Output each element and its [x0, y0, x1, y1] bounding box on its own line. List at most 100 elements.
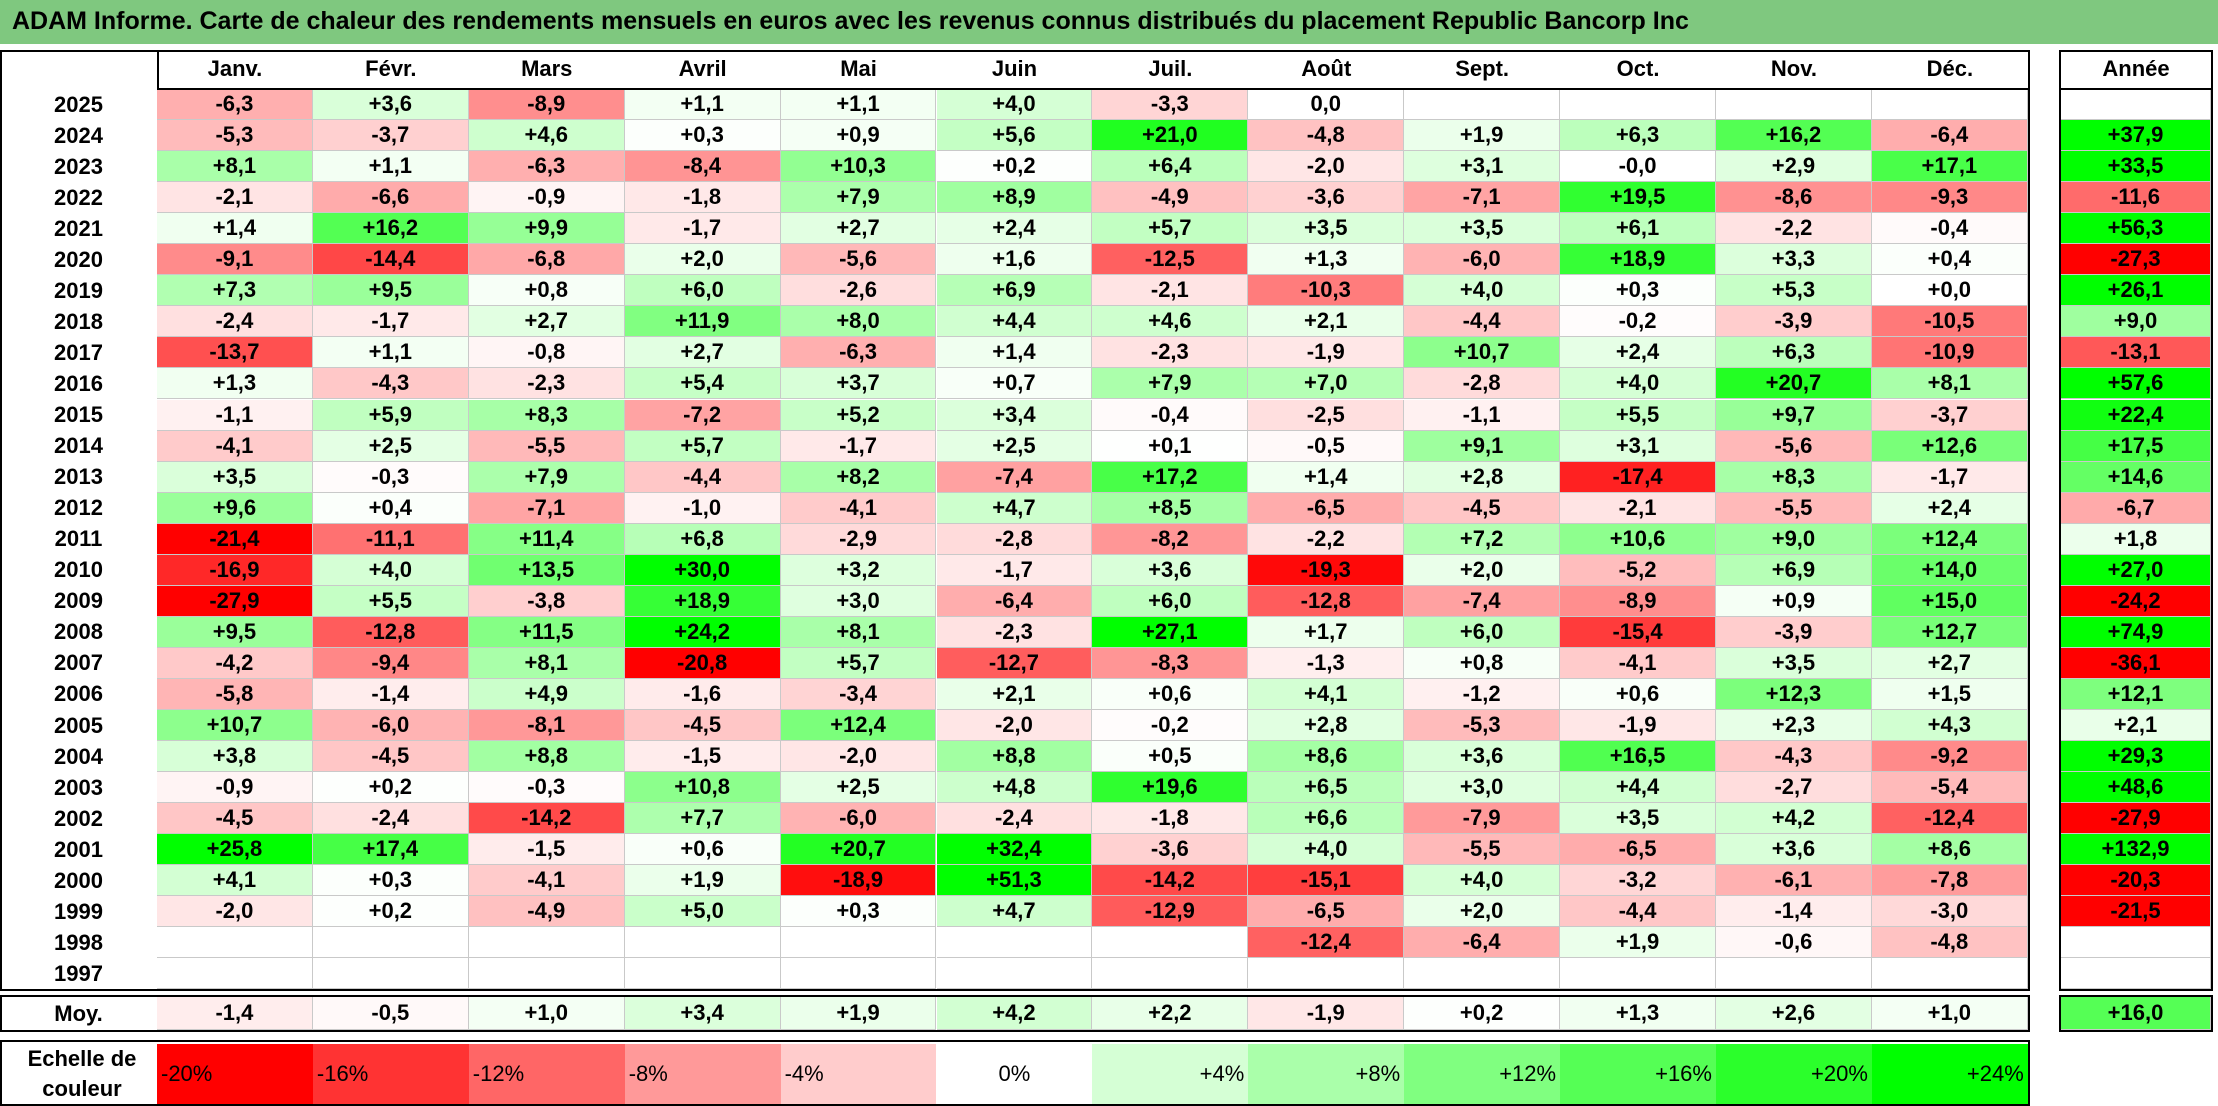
- annual-cell: [2061, 958, 2211, 990]
- heatmap-cell: +7,9: [780, 182, 937, 214]
- annual-cell: +1,8: [2061, 523, 2211, 555]
- heatmap-cell: +4,0: [1248, 834, 1405, 866]
- heatmap-cell: -4,5: [624, 710, 781, 742]
- heatmap-cell: -0,6: [1716, 927, 1872, 959]
- heatmap-cell: -1,4: [1716, 896, 1872, 928]
- annual-cell: +2,1: [2061, 710, 2211, 742]
- heatmap-cell: [312, 958, 469, 990]
- color-scale-stop: +12%: [1404, 1044, 1561, 1104]
- color-scale-label-line1: Echelle de: [27, 1046, 137, 1071]
- heatmap-cell: +9,5: [312, 275, 469, 307]
- heatmap-cell: -2,1: [157, 182, 313, 214]
- heatmap-cell: +8,1: [780, 616, 937, 648]
- heatmap-cell: -1,7: [312, 306, 469, 338]
- annual-cell: -11,6: [2061, 182, 2211, 214]
- heatmap-cell: -7,2: [624, 399, 781, 431]
- heatmap-cell: -5,5: [1404, 834, 1561, 866]
- heatmap-cell: -4,4: [1560, 896, 1716, 928]
- average-cell: -0,5: [312, 997, 469, 1030]
- year-label: 1997: [54, 960, 103, 986]
- heatmap-cell: -6,5: [1248, 896, 1405, 928]
- annual-cell: +9,0: [2061, 306, 2211, 338]
- heatmap-cell: +10,3: [780, 151, 937, 183]
- heatmap-cell: -5,5: [1716, 492, 1872, 524]
- heatmap-cell: +8,6: [1871, 834, 2028, 866]
- heatmap-cell: -14,2: [468, 803, 625, 835]
- heatmap-cell: +6,5: [1248, 772, 1405, 804]
- year-label: 2013: [54, 464, 103, 490]
- heatmap-cell: +1,4: [1248, 461, 1405, 493]
- year-label: 2019: [54, 277, 103, 303]
- heatmap-cell: [624, 958, 781, 990]
- heatmap-cell: +4,4: [1560, 772, 1716, 804]
- average-cell: +1,9: [780, 997, 937, 1030]
- heatmap-cell: -2,0: [157, 896, 313, 928]
- heatmap-cell: -7,1: [468, 492, 625, 524]
- heatmap-cell: -3,8: [468, 585, 625, 617]
- heatmap-cell: +0,6: [624, 834, 781, 866]
- heatmap-cell: +3,5: [1560, 803, 1716, 835]
- heatmap-cell: -3,2: [1560, 865, 1716, 897]
- heatmap-cell: -4,9: [468, 896, 625, 928]
- average-cell: -1,4: [157, 997, 313, 1030]
- annual-cell: +33,5: [2061, 151, 2211, 183]
- heatmap-cell: +2,7: [468, 306, 625, 338]
- heatmap-cell: +3,4: [936, 399, 1093, 431]
- heatmap-cell: +1,4: [936, 337, 1093, 369]
- heatmap-cell: +30,0: [624, 554, 781, 586]
- heatmap-cell: -1,6: [624, 678, 781, 710]
- heatmap-cell: +2,5: [936, 430, 1093, 462]
- heatmap-cell: +51,3: [936, 865, 1093, 897]
- heatmap-cell: -1,5: [624, 741, 781, 773]
- heatmap-cell: +2,8: [1404, 461, 1561, 493]
- heatmap-cell: +0,3: [1560, 275, 1716, 307]
- heatmap-cell: -7,4: [1404, 585, 1561, 617]
- heatmap-cell: +7,2: [1404, 523, 1561, 555]
- heatmap-cell: [780, 958, 937, 990]
- heatmap-cell: +3,0: [1404, 772, 1561, 804]
- annual-cell: -24,2: [2061, 585, 2211, 617]
- heatmap-cell: -1,0: [624, 492, 781, 524]
- heatmap-cell: [1716, 958, 1872, 990]
- heatmap-cell: +1,9: [1404, 120, 1561, 152]
- heatmap-cell: +3,6: [1404, 741, 1561, 773]
- heatmap-cell: -6,0: [312, 710, 469, 742]
- heatmap-cell: +4,0: [1560, 368, 1716, 400]
- heatmap-cell: +8,3: [468, 399, 625, 431]
- heatmap-cell: -6,4: [1871, 120, 2028, 152]
- heatmap-cell: +0,5: [1092, 741, 1249, 773]
- year-label: 2006: [54, 681, 103, 707]
- heatmap-cell: +6,9: [1716, 554, 1872, 586]
- heatmap-cell: -4,5: [157, 803, 313, 835]
- heatmap-cell: -15,1: [1248, 865, 1405, 897]
- heatmap-cell: +5,5: [312, 585, 469, 617]
- heatmap-cell: +0,2: [312, 772, 469, 804]
- heatmap-cell: -3,9: [1716, 306, 1872, 338]
- heatmap-cell: -4,8: [1871, 927, 2028, 959]
- average-cell: +1,0: [1871, 997, 2028, 1030]
- heatmap-cell: +2,7: [624, 337, 781, 369]
- heatmap-cell: +1,4: [157, 213, 313, 245]
- annual-cell: -21,5: [2061, 896, 2211, 928]
- heatmap-cell: -0,4: [1092, 399, 1249, 431]
- heatmap-cell: -15,4: [1560, 616, 1716, 648]
- heatmap-cell: -4,2: [157, 647, 313, 679]
- heatmap-cell: +5,7: [1092, 213, 1249, 245]
- heatmap-cell: -2,0: [1248, 151, 1405, 183]
- heatmap-cell: -2,2: [1248, 523, 1405, 555]
- annual-cell: -20,3: [2061, 865, 2211, 897]
- heatmap-cell: +7,7: [624, 803, 781, 835]
- heatmap-cell: +3,6: [1716, 834, 1872, 866]
- heatmap-cell: +5,0: [624, 896, 781, 928]
- heatmap-cell: +3,1: [1404, 151, 1561, 183]
- heatmap-cell: -6,4: [936, 585, 1093, 617]
- average-cell: +3,4: [624, 997, 781, 1030]
- annual-cell: +12,1: [2061, 678, 2211, 710]
- heatmap-cell: [1716, 89, 1872, 121]
- heatmap-cell: -7,9: [1404, 803, 1561, 835]
- heatmap-cell: -8,6: [1716, 182, 1872, 214]
- heatmap-cell: +13,5: [468, 554, 625, 586]
- heatmap-cell: -2,2: [1716, 213, 1872, 245]
- year-label: 2020: [54, 246, 103, 272]
- color-scale-stop: +16%: [1560, 1044, 1716, 1104]
